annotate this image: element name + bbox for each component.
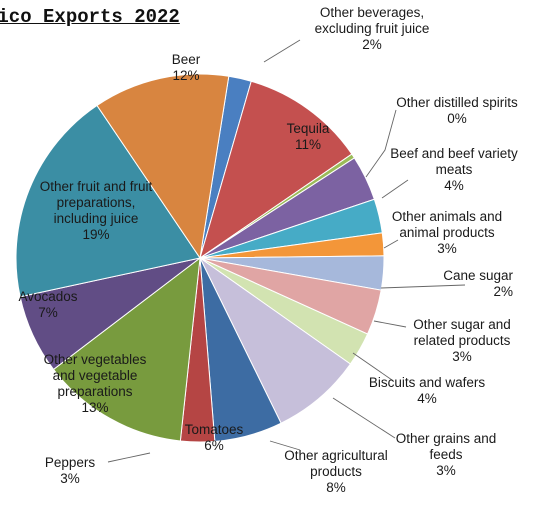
slice-label-8: Other grains and feeds 3% xyxy=(396,431,497,478)
pie-slice-9 xyxy=(199,257,352,424)
pie-slice-1 xyxy=(199,80,353,260)
pie-slices xyxy=(15,73,385,443)
slice-label-11: Peppers 3% xyxy=(45,455,96,486)
leader-line-8 xyxy=(332,397,396,439)
slice-label-4: Other animals and animal products 3% xyxy=(392,209,502,256)
slice-label-1: Tequila 11% xyxy=(287,121,330,152)
slice-label-10: Tomatoes 6% xyxy=(185,422,244,453)
slice-label-14: Other fruit and fruit preparations, includ… xyxy=(40,179,153,242)
leader-line-11 xyxy=(107,452,151,463)
leader-line-7 xyxy=(352,352,393,381)
slice-label-9: Other agricultural products 8% xyxy=(284,448,388,495)
slice-label-2: Other distilled spirits 0% xyxy=(396,95,518,126)
slice-label-3: Beef and beef variety meats 4% xyxy=(390,146,518,193)
pie-slice-12 xyxy=(52,256,201,442)
slice-label-7: Biscuits and wafers 4% xyxy=(369,375,486,406)
slice-label-0: Other beverages, excluding fruit juice 2% xyxy=(315,5,430,52)
leader-line-6 xyxy=(373,320,407,328)
leader-line-3 xyxy=(381,179,409,199)
slice-label-15: Beer 12% xyxy=(172,52,201,83)
slice-label-5: Cane sugar 2% xyxy=(443,268,513,299)
leader-line-9 xyxy=(269,440,301,451)
chart-title: xico Exports 2022 xyxy=(0,6,180,28)
leader-line-5 xyxy=(380,284,466,289)
pie-slice-14 xyxy=(15,104,201,298)
pie-slice-15 xyxy=(96,73,230,260)
slice-label-6: Other sugar and related products 3% xyxy=(413,317,511,364)
slice-label-13: Avocados 7% xyxy=(18,289,77,320)
leader-line-0 xyxy=(263,39,301,63)
leader-line-4 xyxy=(383,239,399,249)
leader-line-2 xyxy=(365,109,397,178)
slice-label-12: Other vegetables and vegetable preparation… xyxy=(44,352,147,415)
